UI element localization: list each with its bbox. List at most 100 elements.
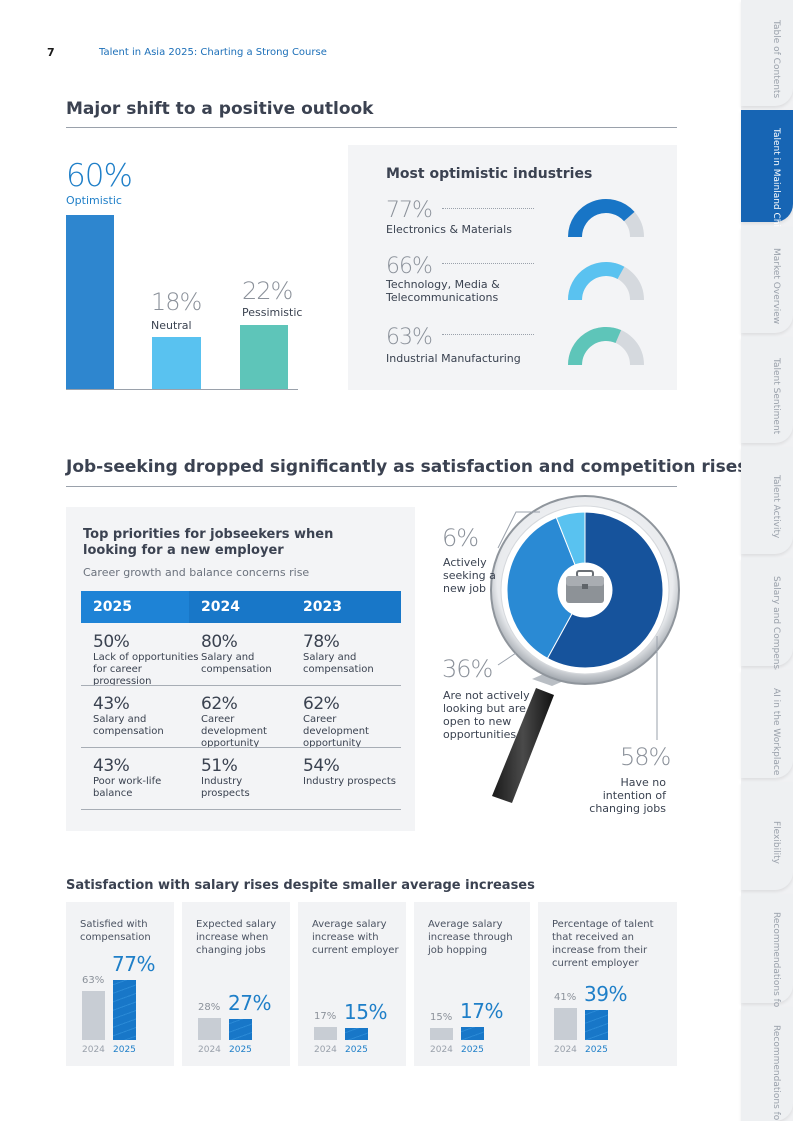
salary-card: Average salary increase with current emp…	[298, 902, 406, 1066]
priority-percent: 62%	[303, 694, 340, 714]
salary-card: Average salary increase through job hopp…	[414, 902, 530, 1066]
donut-label-6: Actively seeking a new job	[443, 556, 496, 595]
side-tab[interactable]: Flexibility	[741, 782, 793, 890]
year-2025-label: 2025	[229, 1045, 252, 1055]
side-tab-label: Table of Contents	[771, 19, 781, 99]
leader-line-6	[497, 511, 540, 549]
side-tab[interactable]: Talent Activity	[741, 447, 793, 554]
priority-cell: 78% Salary and compensation	[303, 632, 399, 676]
side-tab-label: Talent Sentiment	[771, 357, 781, 435]
gauge-fill	[568, 262, 625, 301]
priority-cell: 43% Poor work-life balance	[93, 756, 183, 800]
priority-label: Poor work-life balance	[93, 776, 162, 799]
salary-card: Satisfied with compensation 63% 77% 2024 20…	[66, 902, 174, 1066]
percent-2025: 15%	[344, 1000, 387, 1024]
side-tab[interactable]: Talent in Mainland China: At a Glance	[741, 110, 793, 297]
side-tab-label: AI in the Workplace	[771, 688, 781, 776]
bar-2025	[229, 1019, 252, 1040]
industry-gauge	[568, 327, 644, 366]
leader-line-36	[497, 652, 517, 666]
side-tab-label: Talent in Mainland China: At a Glance	[771, 128, 781, 297]
percent-2024: 28%	[198, 1002, 221, 1013]
percent-2024: 17%	[314, 1011, 337, 1022]
industry-gauge	[568, 199, 644, 238]
side-tab[interactable]: Table of Contents	[741, 0, 793, 106]
leader-dots	[442, 208, 534, 209]
pessimistic-percent: 22%	[242, 277, 293, 305]
year-2024-label: 2024	[314, 1045, 337, 1055]
priority-percent: 51%	[201, 756, 238, 776]
gauge-fill	[568, 199, 635, 238]
bar-2025	[585, 1010, 608, 1040]
industry-percent: 63%	[386, 325, 433, 350]
optimistic-percent: 60%	[66, 158, 133, 194]
side-tab[interactable]: Talent Sentiment	[741, 337, 793, 443]
jobseeking-section-title: Job-seeking dropped significantly as sat…	[66, 457, 748, 477]
year-2025-label: 2025	[585, 1045, 608, 1055]
optimistic-bar	[66, 215, 114, 389]
priority-cell: 50% Lack of opportunities for career pro…	[93, 632, 201, 688]
priority-percent: 78%	[303, 632, 340, 652]
bar-2025	[113, 980, 136, 1040]
priority-percent: 43%	[93, 694, 130, 714]
optimistic-label: Optimistic	[66, 194, 122, 207]
year-2025-label: 2025	[345, 1045, 368, 1055]
salary-section-title: Satisfaction with salary rises despite s…	[66, 878, 535, 893]
percent-2024: 41%	[554, 992, 577, 1003]
industry-label: Industrial Manufacturing	[386, 352, 521, 365]
year-header-2024: 2024	[201, 599, 240, 615]
industry-percent: 77%	[386, 198, 433, 223]
industry-gauge	[568, 262, 644, 301]
year-2025-label: 2025	[461, 1045, 484, 1055]
percent-2025: 77%	[112, 952, 155, 976]
priority-label: Lack of opportunities for career progres…	[93, 652, 199, 687]
year-header-2025: 2025	[81, 591, 189, 623]
priority-cell: 51% Industry prospects	[201, 756, 261, 800]
percent-2024: 63%	[82, 975, 105, 986]
priority-label: Career development opportunity	[201, 714, 267, 749]
priority-cell: 54% Industry prospects	[303, 756, 403, 788]
priority-label: Industry prospects	[303, 776, 397, 787]
salary-card-title: Expected salary increase when changing j…	[196, 919, 277, 956]
leader-dots	[442, 263, 534, 264]
side-tab[interactable]: Recommendations for Employers	[741, 1007, 793, 1121]
priority-cell: 62% Career development opportunity	[303, 694, 403, 750]
bar-2024	[198, 1018, 221, 1040]
neutral-percent: 18%	[151, 288, 202, 316]
salary-card-title: Average salary increase with current emp…	[312, 919, 399, 956]
priority-cell: 80% Salary and compensation	[201, 632, 297, 676]
side-tab[interactable]: Market Overview	[741, 227, 793, 333]
gauge-fill	[568, 327, 622, 366]
side-tab[interactable]: AI in the Workplace	[741, 670, 793, 778]
industry-percent: 66%	[386, 254, 433, 279]
optimistic-industries-panel: Most optimistic industries 77% Electroni…	[348, 145, 677, 390]
outlook-section-title: Major shift to a positive outlook	[66, 99, 374, 119]
priority-percent: 50%	[93, 632, 130, 652]
table-row-divider	[81, 747, 401, 748]
bar-2024	[314, 1027, 337, 1040]
magnifier-handle	[492, 688, 554, 803]
priorities-subtitle: Career growth and balance concerns rise	[83, 566, 310, 579]
side-tab-label: Talent Activity	[771, 474, 781, 539]
page-number: 7	[47, 46, 55, 59]
briefcase-icon	[566, 570, 604, 603]
salary-card: Expected salary increase when changing j…	[182, 902, 290, 1066]
donut-segments	[506, 511, 664, 669]
bar-2024	[430, 1028, 453, 1040]
priority-percent: 80%	[201, 632, 238, 652]
pessimistic-label: Pessimistic	[242, 306, 303, 319]
priority-label: Career development opportunity	[303, 714, 369, 749]
side-tab[interactable]: Salary and Compensation	[741, 558, 793, 692]
year-2024-label: 2024	[198, 1045, 221, 1055]
priorities-table-header: 2025 2024 2023	[81, 591, 401, 623]
priority-label: Salary and compensation	[93, 714, 164, 737]
side-tab-label: Market Overview	[771, 247, 781, 325]
side-tab[interactable]: Recommendations for Talents	[741, 894, 793, 1045]
salary-card-title: Satisfied with compensation	[80, 919, 151, 943]
year-2025-label: 2025	[113, 1045, 136, 1055]
industry-label: Electronics & Materials	[386, 223, 512, 236]
donut-percent-6: 6%	[442, 524, 479, 552]
priority-percent: 62%	[201, 694, 238, 714]
outlook-title-rule	[66, 127, 677, 128]
side-tab-label: Flexibility	[771, 820, 781, 864]
